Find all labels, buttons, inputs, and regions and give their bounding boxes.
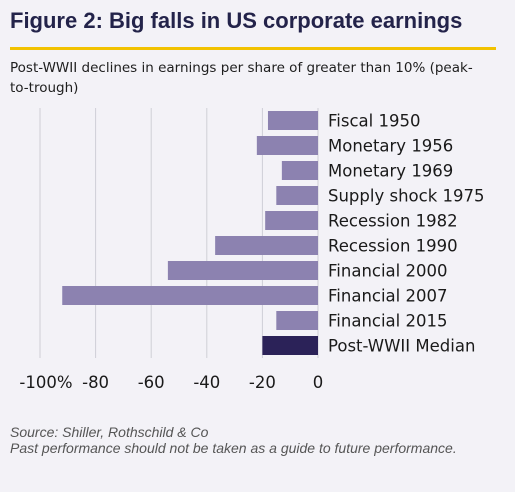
bar bbox=[276, 311, 318, 330]
chart-subtitle: Post-WWII declines in earnings per share… bbox=[10, 60, 473, 96]
bar bbox=[262, 336, 318, 355]
source-line: Source: Shiller, Rothschild & Co bbox=[10, 424, 209, 440]
category-label: Financial 2007 bbox=[328, 287, 448, 306]
disclaimer-line: Past performance should not be taken as … bbox=[10, 440, 457, 456]
tick-label: -40 bbox=[193, 373, 220, 392]
tick-label: 0 bbox=[313, 373, 324, 392]
category-label: Monetary 1969 bbox=[328, 162, 453, 181]
bar bbox=[267, 111, 318, 130]
source-note: Source: Shiller, Rothschild & Co Past pe… bbox=[10, 424, 500, 456]
bar bbox=[276, 186, 318, 205]
category-label: Recession 1990 bbox=[328, 237, 458, 256]
bar bbox=[167, 261, 318, 280]
category-label: Monetary 1956 bbox=[328, 137, 453, 156]
bar bbox=[265, 211, 318, 230]
tick-label: -80 bbox=[82, 373, 109, 392]
tick-label: -100% bbox=[19, 373, 72, 392]
category-label: Post-WWII Median bbox=[328, 337, 475, 356]
title-underline bbox=[10, 47, 496, 50]
tick-label: -20 bbox=[249, 373, 276, 392]
tick-label: -60 bbox=[138, 373, 165, 392]
bar bbox=[281, 161, 318, 180]
category-label: Recession 1982 bbox=[328, 212, 458, 231]
category-label: Financial 2015 bbox=[328, 312, 448, 331]
category-label: Financial 2000 bbox=[328, 262, 448, 281]
bar bbox=[62, 286, 318, 305]
bar bbox=[215, 236, 318, 255]
chart-title: Figure 2: Big falls in US corporate earn… bbox=[10, 8, 463, 33]
category-label: Fiscal 1950 bbox=[328, 112, 420, 131]
bar bbox=[256, 136, 318, 155]
category-label: Supply shock 1975 bbox=[328, 187, 484, 206]
